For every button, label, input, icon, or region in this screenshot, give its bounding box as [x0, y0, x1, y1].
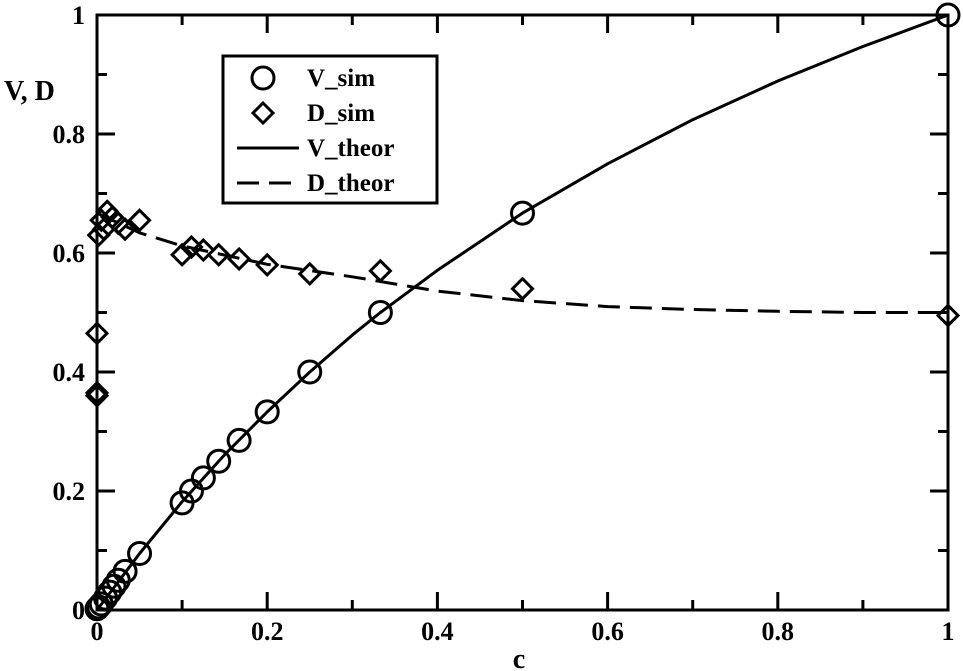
data-point-D_sim — [84, 321, 110, 346]
legend: V_sim D_sim V_theor D_theor — [221, 54, 439, 205]
data-point-V_sim — [226, 427, 252, 453]
y-tick-label: 0.2 — [53, 477, 86, 506]
data-point-V_sim — [367, 300, 393, 325]
x-tick-label: 1 — [942, 617, 955, 646]
legend-label-V_sim: V_sim — [307, 65, 375, 92]
y-tick-label: 0 — [72, 596, 85, 625]
data-point-D_sim — [127, 208, 152, 233]
data-point-V_sim — [254, 399, 280, 425]
x-tick-label: 0.6 — [591, 617, 624, 646]
data-point-V_sim — [127, 540, 153, 566]
data-point-V_sim — [206, 448, 232, 474]
data-point-D_sim — [112, 217, 138, 242]
y-tick-label: 0.4 — [53, 358, 86, 387]
data-point-V_sim — [112, 558, 138, 584]
data-point-D_sim — [226, 246, 252, 272]
data-point-D_sim — [935, 303, 961, 328]
data-point-D_sim — [169, 242, 195, 267]
simulation-markers — [84, 2, 961, 622]
data-point-V_sim — [190, 465, 216, 491]
x-tick-label: 0.8 — [762, 617, 795, 646]
x-tick-label: 0.2 — [251, 617, 284, 646]
x-axis-title: c — [513, 644, 525, 671]
data-point-V_sim — [297, 359, 323, 385]
legend-label-D_theor: D_theor — [307, 170, 394, 197]
legend-symbol-D_sim — [250, 100, 276, 126]
data-point-D_sim — [510, 276, 535, 301]
y-tick-label: 0.8 — [53, 120, 86, 149]
legend-label-V_theor: V_theor — [307, 135, 394, 162]
legend-label-D_sim: D_sim — [307, 100, 375, 127]
data-point-V_sim — [510, 200, 535, 226]
data-point-D_sim — [368, 258, 393, 283]
data-point-D_sim — [191, 237, 216, 263]
data-point-D_sim — [255, 252, 280, 278]
data-point-D_sim — [86, 223, 111, 248]
data-point-D_sim — [297, 261, 322, 286]
data-point-D_sim — [206, 242, 231, 267]
data-point-V_sim — [935, 2, 961, 28]
data-point-D_sim — [89, 208, 114, 233]
tick-labels: 0 0.2 0.4 0.6 0.8 1 0 0.2 0.4 0.6 0.8 1 — [53, 1, 955, 646]
series-line-D_theor — [96, 211, 948, 314]
y-tick-label: 0.6 — [53, 239, 86, 268]
legend-box — [221, 54, 439, 205]
x-tick-label: 0 — [91, 617, 104, 646]
data-point-D_sim — [84, 380, 110, 405]
y-tick-label: 1 — [72, 1, 85, 30]
data-point-D_sim — [84, 383, 110, 408]
legend-symbol-V_sim — [250, 65, 276, 91]
x-tick-label: 0.4 — [421, 617, 454, 646]
y-axis-title: V, D — [4, 76, 55, 107]
